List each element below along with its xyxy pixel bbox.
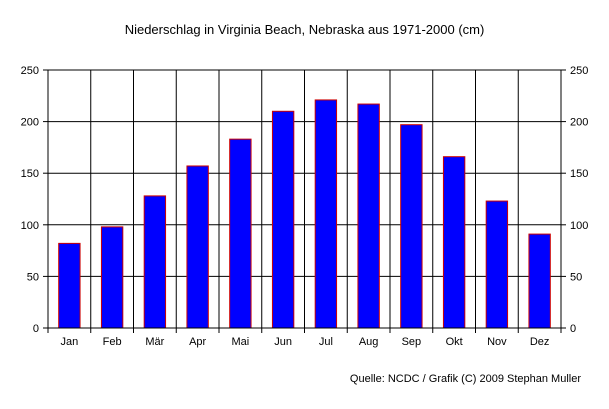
y-tick-label-left: 200: [21, 117, 39, 129]
x-tick-label: Mär: [145, 336, 164, 348]
bar: [186, 165, 209, 329]
bar: [143, 195, 167, 329]
grid-layer: [47, 69, 562, 329]
bar: [271, 110, 295, 329]
bar: [58, 242, 81, 329]
x-tick-label: Okt: [446, 336, 463, 348]
y-tick-label-right: 150: [570, 168, 588, 180]
bar: [314, 99, 338, 329]
bar: [229, 138, 252, 329]
bar: [357, 103, 380, 329]
bar: [485, 200, 509, 329]
bar: [100, 226, 124, 329]
x-tick-label: Aug: [359, 336, 379, 348]
x-tick-label: Sep: [402, 336, 422, 348]
y-tick-label-left: 150: [21, 168, 39, 180]
y-tick-label-left: 0: [33, 323, 39, 335]
y-tick-label-right: 200: [570, 117, 588, 129]
source-note: Quelle: NCDC / Grafik (C) 2009 Stephan M…: [349, 373, 581, 385]
y-tick-label-right: 0: [570, 323, 576, 335]
x-tick-label: Jun: [274, 336, 292, 348]
x-tick-label: Feb: [103, 336, 122, 348]
x-tick-label: Jan: [61, 336, 79, 348]
y-tick-label-left: 50: [27, 271, 39, 283]
bar: [400, 124, 423, 329]
y-tick-label-right: 50: [570, 271, 582, 283]
bar: [442, 156, 466, 329]
x-tick-label: Jul: [319, 336, 333, 348]
bars-layer: [58, 99, 551, 329]
y-tick-label-left: 100: [21, 220, 39, 232]
axis-layer: 0 0 50 50 100 100 150 150 200 200 250 250 Jan Feb Mär A…: [21, 65, 589, 348]
x-tick-label: Apr: [189, 336, 206, 348]
chart-title: Niederschlag in Virginia Beach, Nebraska…: [124, 22, 485, 37]
x-tick-label: Dez: [530, 336, 550, 348]
plot-frame: [47, 69, 562, 329]
y-tick-label-left: 250: [21, 65, 39, 77]
y-tick-label-right: 250: [570, 65, 588, 77]
x-tick-label: Mai: [232, 336, 250, 348]
bar: [528, 233, 551, 329]
x-tick-label: Nov: [487, 336, 507, 348]
y-tick-label-right: 100: [570, 220, 588, 232]
